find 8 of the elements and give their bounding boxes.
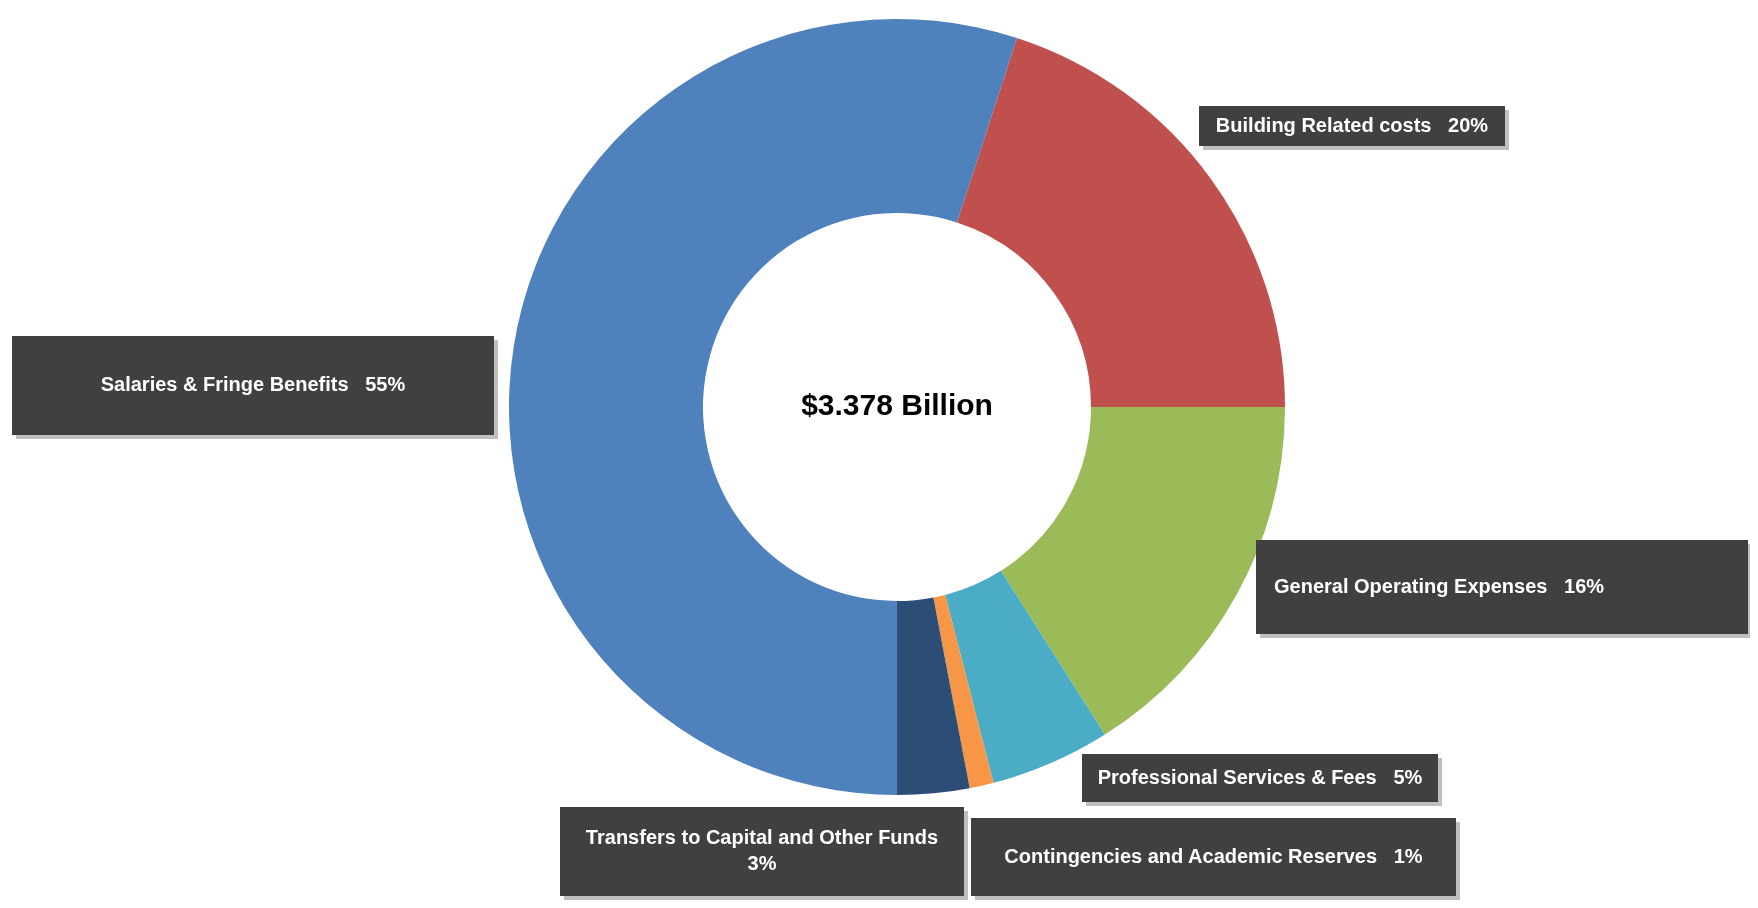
slice-label: Contingencies and Academic Reserves 1% [1004,844,1423,867]
slice-label: Salaries & Fringe Benefits 55% [100,373,406,396]
slice-label: General Operating Expenses 16% [1274,574,1605,597]
slice-label: Building Related costs 20% [1215,113,1489,136]
text: $3.378 Billion [801,388,993,422]
slice-label: Transfers to Capital and Other Funds [585,826,939,849]
data-label: 3% [747,852,777,875]
slice-label: Professional Services & Fees 5% [1097,765,1423,788]
